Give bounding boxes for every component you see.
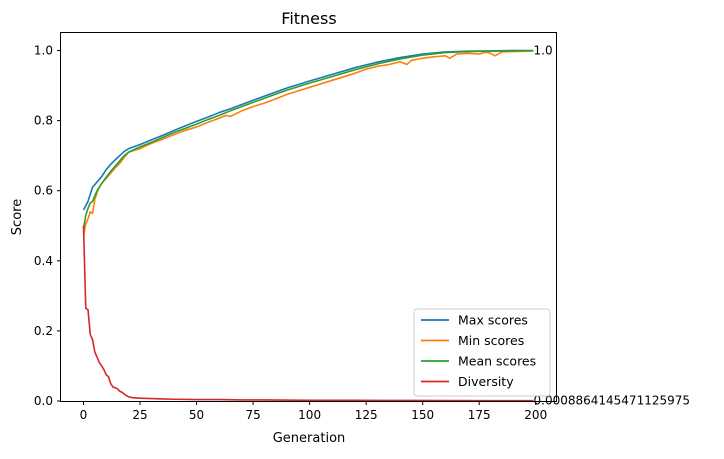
x-axis: 0 25 50 75 100 125 150 175 200 (80, 401, 547, 422)
x-tick-label: 50 (189, 408, 204, 422)
y-tick-label: 0.6 (34, 184, 53, 198)
x-tick-label: 175 (468, 408, 491, 422)
legend-box (413, 308, 551, 397)
legend-label: Mean scores (458, 354, 536, 369)
x-tick-label: 200 (524, 408, 547, 422)
legend: Max scores Min scores Mean scores Diversity (413, 308, 551, 397)
y-tick-label: 0.2 (34, 324, 53, 338)
y-tick-label: 1.0 (34, 44, 53, 58)
legend-label: Max scores (458, 313, 528, 328)
series-line-max-scores (82, 49, 534, 211)
y-axis: 0.0 0.2 0.4 0.6 0.8 1.0 (34, 44, 61, 408)
data-annotation: 1.0 (534, 44, 553, 58)
series-line-min-scores (82, 50, 534, 237)
data-annotation: 0.0008864145471125975 (534, 394, 691, 408)
x-tick-label: 0 (80, 408, 88, 422)
x-tick-label: 25 (132, 408, 147, 422)
x-tick-label: 100 (298, 408, 321, 422)
y-tick-label: 0.4 (34, 254, 53, 268)
series-line-mean-scores (82, 50, 534, 230)
y-tick-label: 0.0 (34, 394, 53, 408)
plot-frame (60, 32, 557, 402)
chart-title: Fitness (281, 9, 336, 28)
x-axis-label: Generation (273, 431, 346, 446)
annotations: 1.0 0.0008864145471125975 (534, 44, 691, 408)
x-tick-label: 150 (411, 408, 434, 422)
x-tick-label: 75 (245, 408, 260, 422)
plot-area (82, 49, 534, 402)
series-line-diversity (82, 225, 534, 402)
y-tick-label: 0.8 (34, 114, 53, 128)
legend-label: Min scores (458, 333, 524, 348)
y-axis-label: Score (10, 199, 25, 235)
x-tick-label: 125 (355, 408, 378, 422)
legend-label: Diversity (458, 374, 514, 389)
